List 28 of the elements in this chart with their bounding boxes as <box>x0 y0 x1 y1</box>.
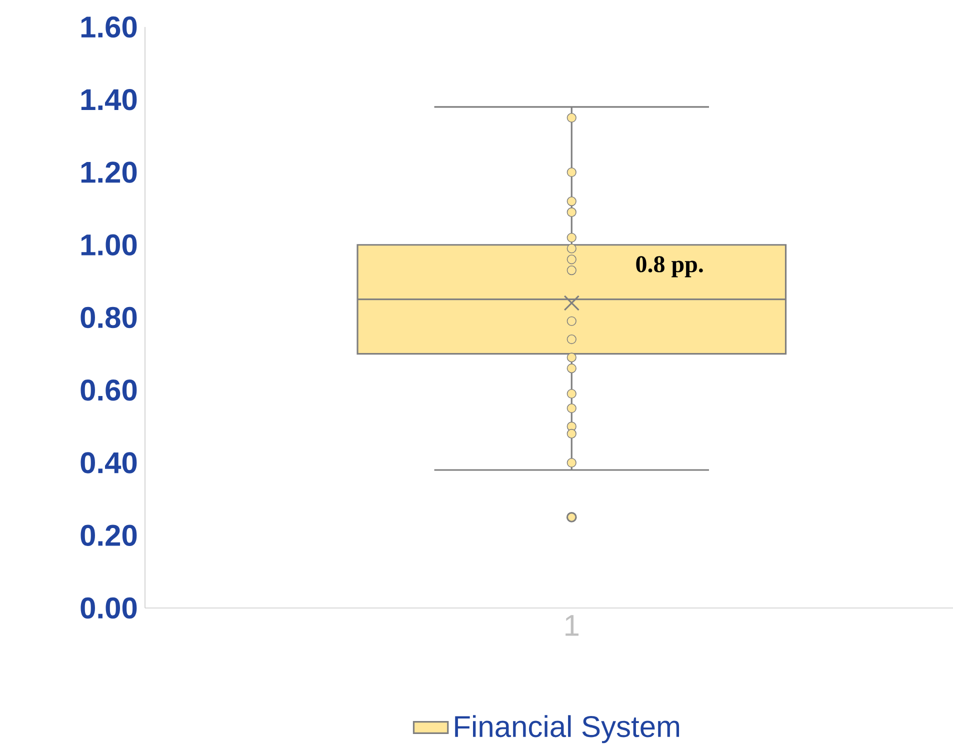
y-tick-label: 0.60 <box>80 380 137 401</box>
point <box>566 334 576 344</box>
x-tick-label: 1 <box>566 615 579 636</box>
point <box>566 244 576 254</box>
point <box>566 403 576 414</box>
point <box>566 112 576 123</box>
y-tick-label: 1.60 <box>81 16 137 38</box>
point <box>566 196 576 206</box>
point <box>566 254 576 264</box>
point <box>566 458 576 468</box>
y-tick-label: 1.40 <box>81 89 137 110</box>
y-tick-label: 0.80 <box>80 306 137 328</box>
y-tick-label: 1.00 <box>81 234 137 256</box>
point <box>566 428 576 438</box>
point <box>566 352 576 362</box>
point <box>566 316 576 326</box>
y-tick-label: 0.00 <box>80 597 137 619</box>
annotation: 0.8 pp. <box>636 256 703 278</box>
point <box>566 207 576 217</box>
legend-label: Financial System <box>455 715 680 744</box>
point <box>566 364 576 374</box>
point <box>566 388 576 399</box>
point <box>566 232 576 242</box>
point <box>566 167 576 178</box>
y-tick-label: 1.20 <box>81 162 137 183</box>
y-tick-label: 0.20 <box>80 524 137 546</box>
y-tick-label: 0.40 <box>80 452 137 474</box>
point <box>566 266 576 276</box>
